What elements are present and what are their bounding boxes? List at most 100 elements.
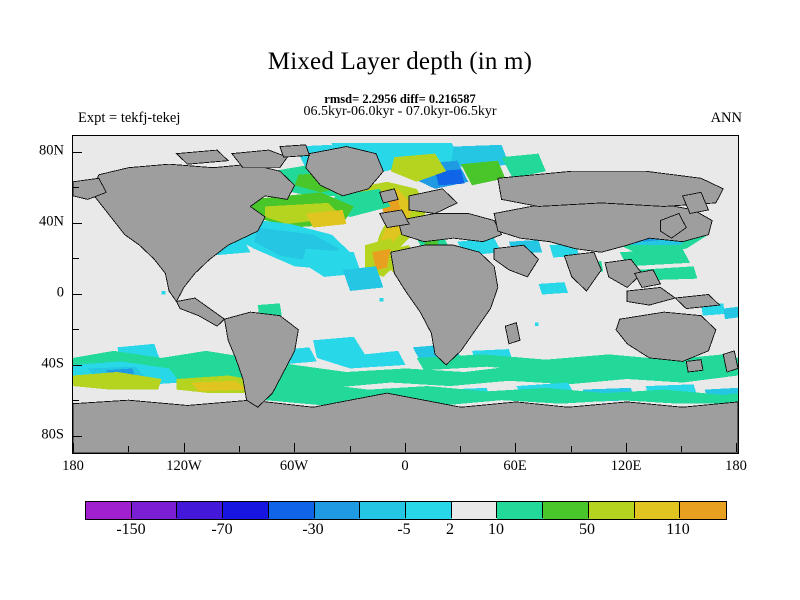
xtick-90e: [571, 446, 572, 452]
colorbar-separator-12: [634, 501, 635, 518]
xtick-90w: [239, 446, 240, 452]
philippines: [633, 269, 662, 288]
xtick-150e: [681, 446, 682, 452]
colorbar-separator-6: [359, 501, 360, 518]
europe: [397, 213, 503, 243]
xlabel-60e: 60E: [503, 458, 527, 474]
ylabel-40s: 40S: [41, 355, 64, 372]
colorbar-swatch-5: [314, 502, 361, 519]
ytick-60n: [73, 187, 79, 188]
colorbar-label-10: 10: [488, 521, 504, 538]
colorbar-swatch-3: [223, 502, 269, 519]
arabia: [493, 244, 540, 278]
colorbar-label-neg30: -30: [302, 521, 324, 538]
alaska: [73, 177, 107, 200]
colorbar-separator-7: [405, 501, 406, 518]
central-america: [175, 297, 226, 327]
ytick-60s: [73, 400, 79, 401]
page-title: Mixed Layer depth (in m): [267, 48, 533, 75]
colorbar-swatch-6: [360, 502, 407, 519]
xlabel-0: 0: [401, 458, 409, 474]
ytick-20n: [73, 258, 79, 259]
world-anomaly-map: [73, 136, 738, 453]
map-plot-area: [72, 135, 739, 454]
colorbar-label-50: 50: [579, 521, 595, 538]
colorbar-label-neg70: -70: [211, 521, 233, 538]
colorbar-label-110: 110: [666, 521, 690, 538]
xlabel-120e: 120E: [610, 458, 642, 474]
colorbar-separator-2: [176, 501, 177, 518]
new-zealand: [722, 350, 738, 373]
ylabel-80s: 80S: [41, 426, 64, 443]
xtick-120w: [184, 443, 185, 452]
japan: [659, 212, 687, 239]
colorbar-separator-10: [542, 501, 543, 518]
xtick-0: [405, 443, 406, 452]
colorbar-swatch-1: [131, 502, 178, 519]
colorbar-swatch-2: [177, 502, 224, 519]
colorbar-swatch-0: [86, 502, 132, 519]
british-isles: [378, 209, 410, 229]
colorbar-label-neg5: -5: [397, 521, 411, 538]
greenland: [305, 146, 384, 197]
colorbar-separator-13: [679, 501, 680, 518]
xlabel-120w: 120W: [166, 458, 202, 474]
land-masses: [73, 144, 738, 453]
canadian-arctic: [231, 149, 288, 169]
new-guinea: [674, 294, 721, 310]
africa: [390, 244, 499, 366]
colorbar-label-neg150: -150: [116, 521, 146, 538]
arctic-islands-2: [175, 149, 230, 165]
colorbar-swatch-4: [268, 502, 315, 519]
madagascar: [504, 322, 521, 345]
ylabel-0: 0: [56, 284, 64, 301]
colorbar: [85, 501, 727, 520]
scandinavia: [408, 188, 459, 214]
colorbar-separator-9: [496, 501, 497, 518]
comparison-line: 06.5kyr-06.0kyr - 07.0kyr-06.5kyr: [303, 104, 497, 119]
ytick-80s: [73, 436, 82, 437]
colorbar-separator-3: [222, 501, 223, 518]
xtick-120e: [626, 443, 627, 452]
australia: [615, 311, 717, 362]
colorbar-label-2: 2: [446, 521, 454, 538]
season-label: ANN: [710, 110, 742, 126]
siberia: [497, 170, 724, 207]
colorbar-swatch-10: [543, 502, 589, 519]
colorbar-separator-8: [451, 501, 452, 518]
indonesia: [626, 286, 677, 306]
kamchatka: [681, 191, 710, 214]
xtick-30w: [350, 446, 351, 452]
colorbar-swatch-11: [588, 502, 635, 519]
tasmania: [685, 359, 704, 373]
ytick-0: [73, 294, 82, 295]
iceland: [379, 188, 399, 204]
xlabel-60w: 60W: [279, 458, 309, 474]
antarctica: [73, 392, 738, 453]
colorbar-separator-4: [268, 501, 269, 518]
colorbar-swatch-8: [451, 502, 498, 519]
ellesmere: [279, 144, 311, 158]
colorbar-swatch-7: [406, 502, 452, 519]
india: [563, 251, 602, 292]
experiment-label: Expt = tekfj-tekej: [78, 110, 181, 126]
colorbar-separator-5: [314, 501, 315, 518]
southeast-asia: [604, 258, 643, 289]
colorbar-separator-1: [131, 501, 132, 518]
xtick-180e: [736, 443, 737, 452]
ylabel-40n: 40N: [39, 213, 64, 230]
south-america: [223, 311, 299, 408]
colorbar-swatch-9: [497, 502, 544, 519]
colorbar-swatch-12: [634, 502, 681, 519]
ytick-20s: [73, 329, 79, 330]
ylabel-80n: 80N: [39, 142, 64, 159]
xtick-60w: [294, 443, 295, 452]
xlabel-180e: 180: [725, 458, 747, 474]
xtick-180w: [73, 443, 74, 452]
ytick-40n: [73, 223, 82, 224]
xtick-30e: [460, 446, 461, 452]
xlabel-180w: 180: [62, 458, 84, 474]
xtick-150w: [128, 446, 129, 452]
ytick-80n: [73, 152, 82, 153]
